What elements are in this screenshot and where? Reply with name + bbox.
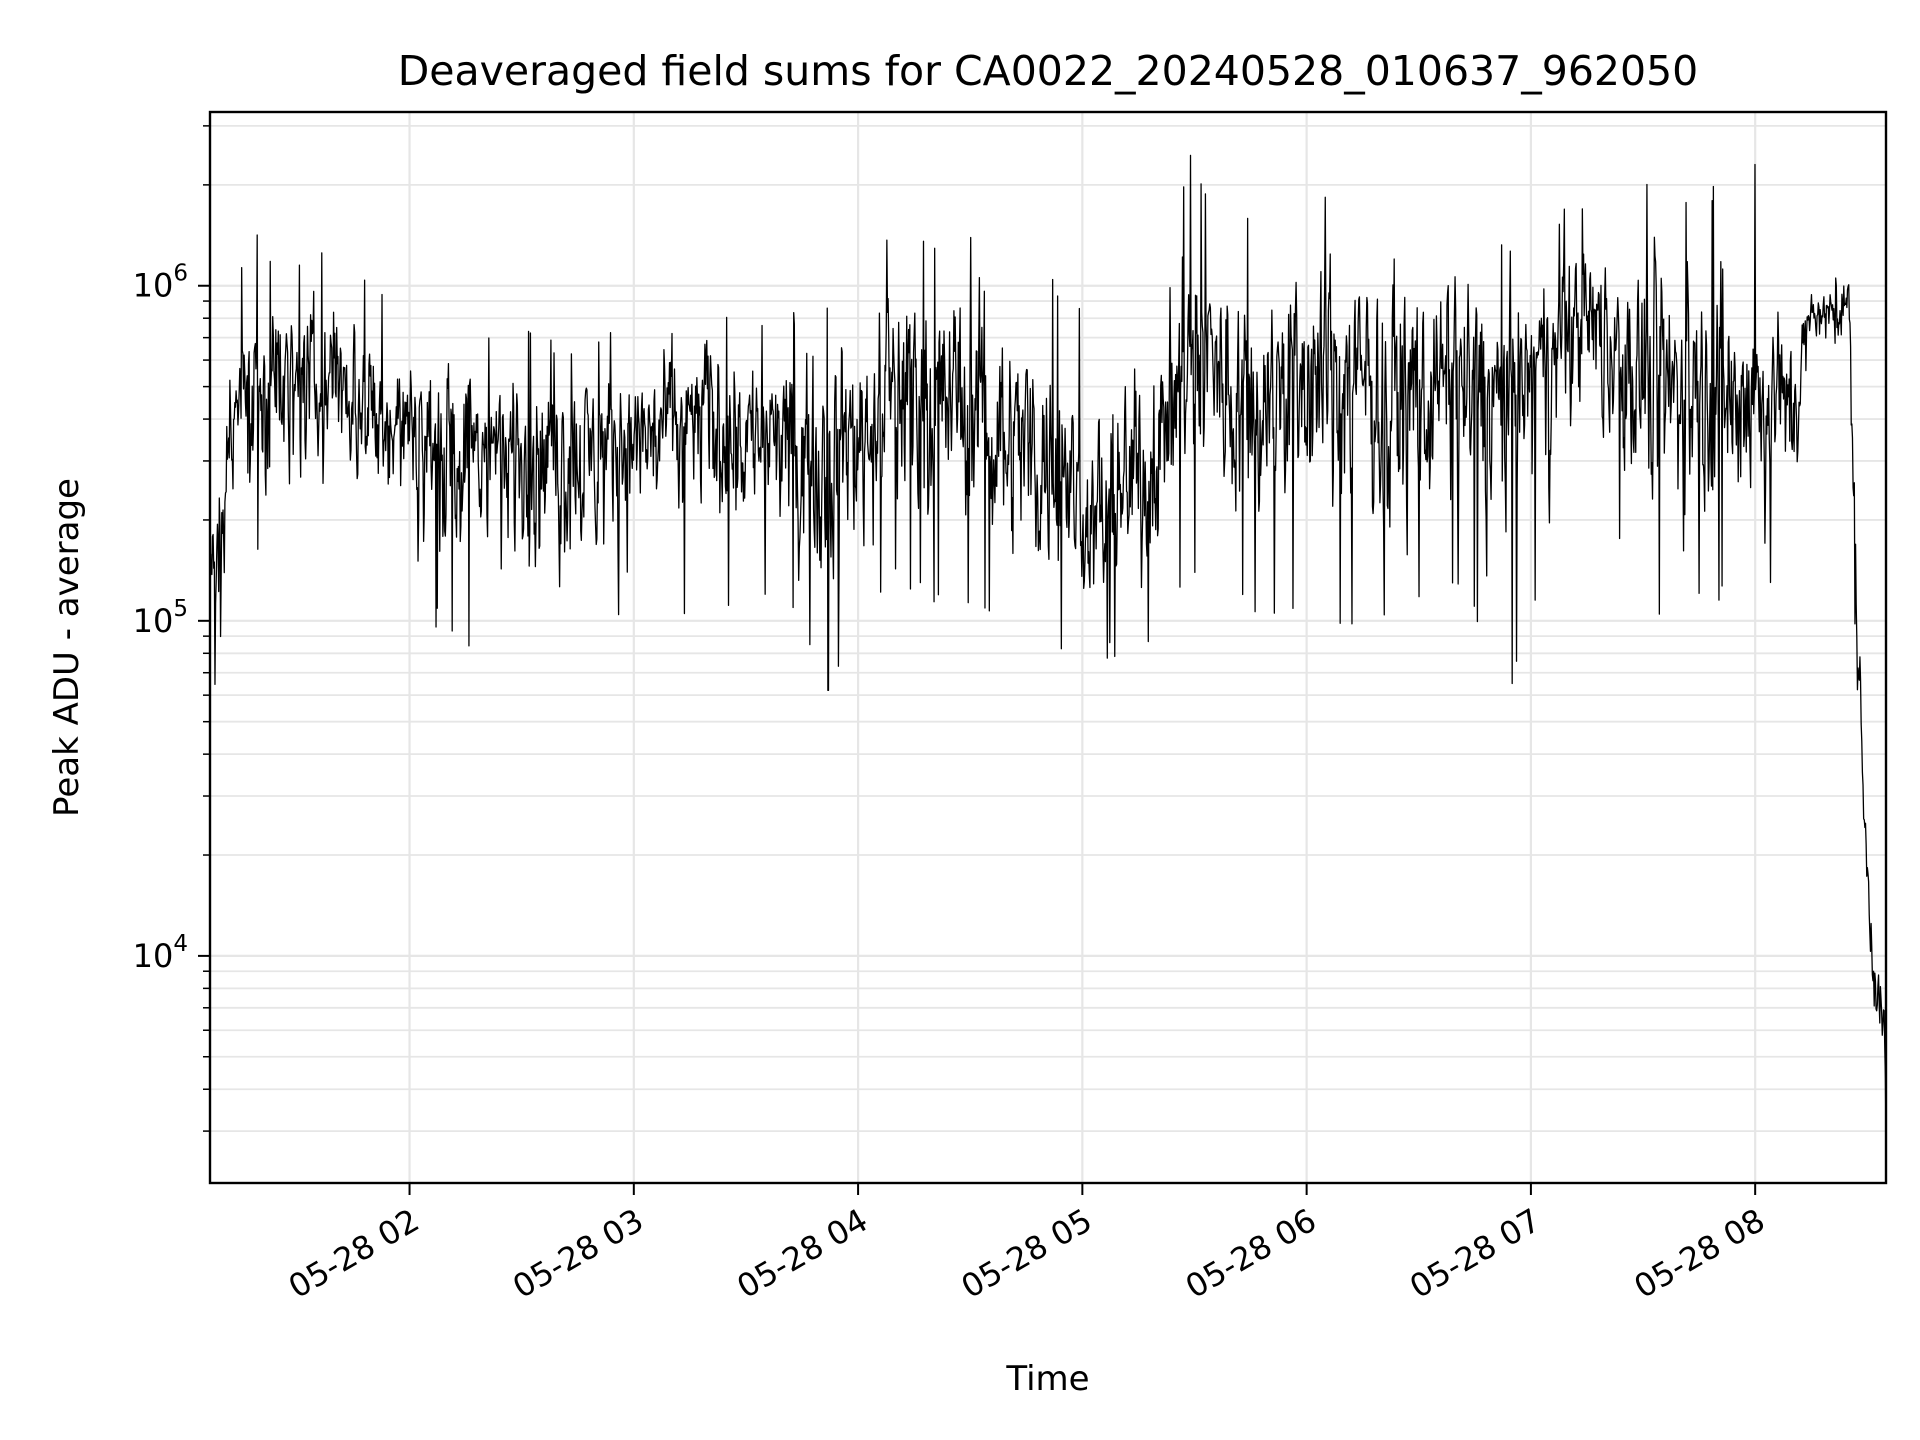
plot-area [210,154,1886,1137]
y-tick-label: 104 [133,931,188,975]
y-tick-label: 105 [133,596,188,640]
series-line [210,154,1886,1137]
chart-title: Deaveraged field sums for CA0022_2024052… [398,47,1699,95]
y-tick-exponent: 4 [173,931,188,957]
y-tick-base: 10 [133,602,174,640]
y-tick-exponent: 5 [173,596,188,622]
axes-frame [208,110,1888,1185]
y-axis-label: Peak ADU - average [47,478,87,817]
y-tick-base: 10 [133,267,174,305]
x-axis-label: Time [1005,1359,1089,1399]
y-tick-exponent: 6 [173,261,188,287]
y-tick-base: 10 [133,937,174,975]
y-tick-label: 106 [133,261,188,305]
